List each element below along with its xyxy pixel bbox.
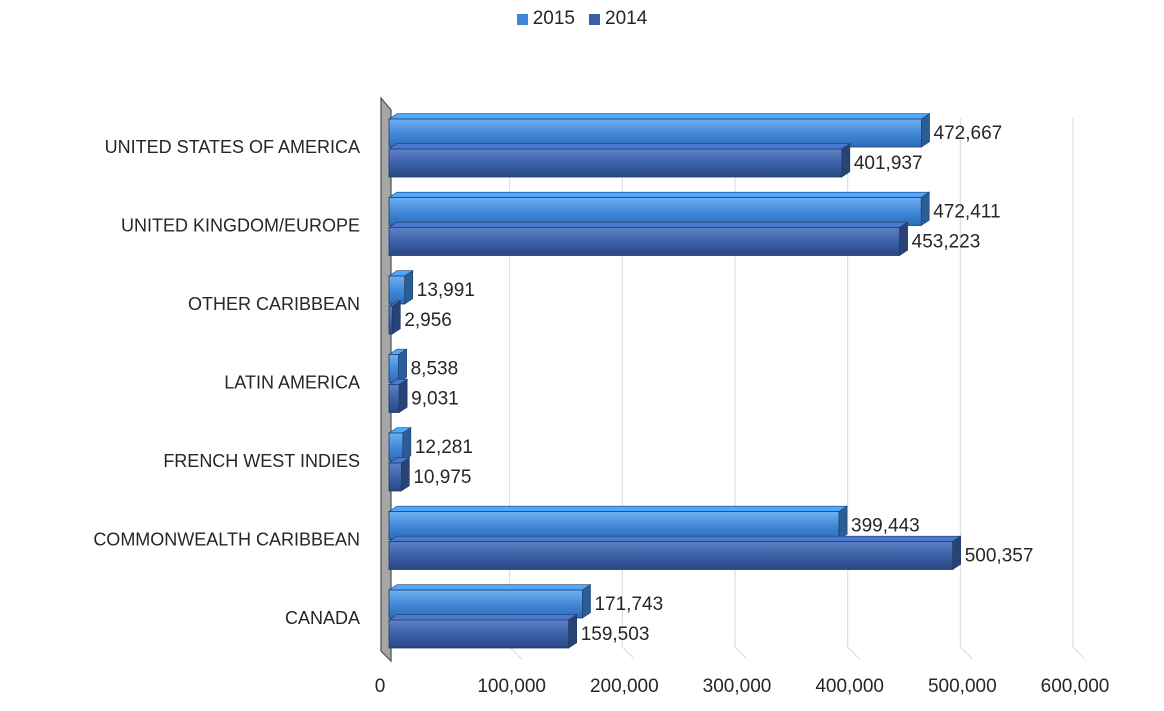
bar-top-5-0 xyxy=(388,505,849,512)
gridline-foot-3 xyxy=(734,646,748,660)
legend-label-2015: 2015 xyxy=(532,8,575,29)
x-tick-label-3: 300,000 xyxy=(703,676,772,697)
bar-top-0-0 xyxy=(388,113,931,120)
x-tick-label-2: 200,000 xyxy=(590,676,659,697)
x-tick-label-5: 500,000 xyxy=(928,676,997,697)
bar-2014-2 xyxy=(388,305,393,335)
data-label-2014-4: 10,975 xyxy=(413,467,471,488)
chart-legend: 2015 2014 xyxy=(0,8,1164,30)
bar-top-6-1 xyxy=(388,614,578,621)
gridline-foot-1 xyxy=(509,646,523,660)
data-label-2015-2: 13,991 xyxy=(417,280,475,301)
bar-top-1-0 xyxy=(388,191,931,198)
bar-2015-0 xyxy=(388,118,922,148)
bar-2015-3 xyxy=(388,354,400,383)
category-label-1: UNITED KINGDOM/EUROPE xyxy=(121,216,360,236)
bar-side-1-1 xyxy=(899,221,908,257)
bar-2014-3 xyxy=(388,384,400,413)
y-axis-categories: UNITED STATES OF AMERICA UNITED KINGDOM/E… xyxy=(93,137,360,628)
bar-side-5-1 xyxy=(952,535,962,571)
gridline-foot-6 xyxy=(1072,646,1086,660)
bar-2015-4 xyxy=(388,432,404,462)
bar-2015-1 xyxy=(388,197,922,226)
bar-side-2-0 xyxy=(404,270,414,305)
data-label-2015-0: 472,667 xyxy=(934,123,1003,144)
legend-swatch-2014 xyxy=(589,13,600,25)
legend-item-2015: 2015 xyxy=(516,8,575,30)
x-axis-ticks: 0 100,000 200,000 300,000 400,000 500,000 600,… xyxy=(375,676,1110,697)
bars xyxy=(388,113,962,649)
bar-side-3-0 xyxy=(398,348,407,384)
bar-side-4-0 xyxy=(402,427,412,462)
bar-2014-5 xyxy=(388,541,954,570)
legend-label-2014: 2014 xyxy=(605,8,648,29)
bar-side-2-1 xyxy=(392,300,401,335)
data-labels: 472,667 401,937 472,411 453,223 13,991 2,956 8… xyxy=(404,123,1033,645)
category-label-6: CANADA xyxy=(285,608,360,628)
bar-top-6-0 xyxy=(388,584,592,591)
y-axis-wall xyxy=(380,96,392,663)
gridline-foot-5 xyxy=(959,646,973,660)
bar-side-0-0 xyxy=(921,113,930,148)
bar-side-6-1 xyxy=(568,614,578,649)
bar-2014-1 xyxy=(388,227,901,256)
x-tick-label-6: 600,000 xyxy=(1041,676,1110,697)
x-tick-label-0: 0 xyxy=(375,676,386,697)
data-label-2015-3: 8,538 xyxy=(411,359,459,380)
data-label-2014-2: 2,956 xyxy=(404,310,452,331)
category-label-2: OTHER CARIBBEAN xyxy=(188,294,360,314)
bar-side-4-1 xyxy=(401,457,410,492)
x-tick-label-1: 100,000 xyxy=(477,676,546,697)
bar-side-1-0 xyxy=(920,191,930,227)
gridline-foot-2 xyxy=(621,646,635,660)
data-label-2015-6: 171,743 xyxy=(594,594,663,615)
legend-item-2014: 2014 xyxy=(589,8,647,30)
bar-top-0-1 xyxy=(388,143,851,150)
category-label-0: UNITED STATES OF AMERICA xyxy=(105,137,360,157)
data-label-2014-3: 9,031 xyxy=(411,389,459,410)
legend-swatch-2015 xyxy=(516,13,528,25)
bar-side-0-1 xyxy=(841,143,851,178)
bar-side-6-0 xyxy=(582,584,591,619)
category-label-3: LATIN AMERICA xyxy=(224,373,360,393)
data-label-2014-0: 401,937 xyxy=(854,153,923,174)
bar-2014-6 xyxy=(388,619,570,649)
data-label-2014-5: 500,357 xyxy=(965,546,1034,567)
bar-top-1-1 xyxy=(388,221,909,228)
gridline-foot-4 xyxy=(847,646,861,660)
data-label-2015-5: 399,443 xyxy=(851,516,920,537)
x-tick-label-4: 400,000 xyxy=(815,676,884,697)
data-label-2014-6: 159,503 xyxy=(581,624,650,645)
bar-2015-2 xyxy=(388,275,406,305)
bar-2014-4 xyxy=(388,462,402,492)
data-label-2014-1: 453,223 xyxy=(912,232,981,253)
bar-2015-6 xyxy=(388,589,583,619)
data-label-2015-4: 12,281 xyxy=(415,437,473,458)
bar-2015-5 xyxy=(388,511,840,540)
bar-side-5-0 xyxy=(838,505,848,541)
category-label-5: COMMONWEALTH CARIBBEAN xyxy=(93,530,360,550)
data-label-2015-1: 472,411 xyxy=(933,202,1000,223)
bar-top-5-1 xyxy=(388,535,962,542)
bar-side-3-1 xyxy=(398,378,408,414)
axis-wall xyxy=(380,96,392,663)
category-label-4: FRENCH WEST INDIES xyxy=(163,451,360,471)
bar-2014-0 xyxy=(388,148,843,178)
